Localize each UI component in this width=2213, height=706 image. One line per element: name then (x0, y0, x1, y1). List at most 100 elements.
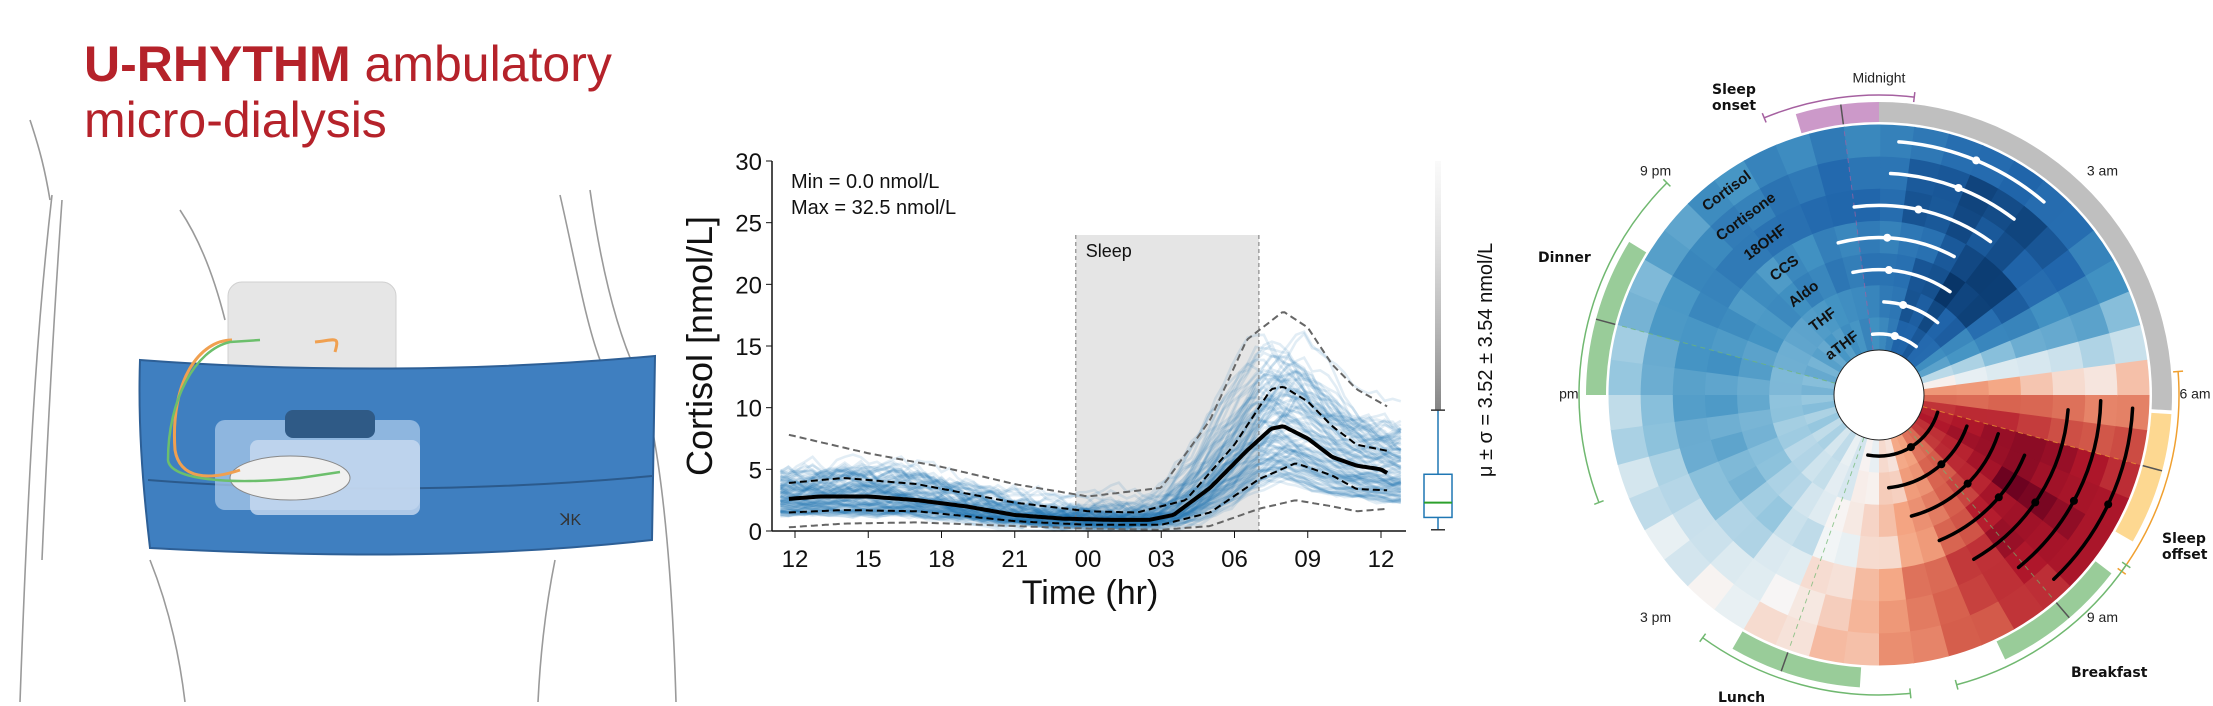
heatmap-cell (2046, 341, 2084, 374)
heatmap-cell (1787, 164, 1827, 205)
individual-trace (779, 451, 1402, 526)
heatmap-cell (2108, 324, 2148, 366)
heatmap-cell (1728, 288, 1768, 325)
individual-trace (780, 477, 1401, 528)
trough-arc (1851, 267, 1952, 294)
heatmap-cell (1769, 394, 1803, 410)
individual-trace (779, 414, 1402, 529)
heatmap-cell (1811, 417, 1844, 443)
heatmap-cell (1737, 394, 1771, 414)
heatmap-cell (1979, 340, 2017, 368)
heatmap-cell (1704, 394, 1739, 418)
figure-title: U-RHYTHM ambulatory micro-dialysis (84, 36, 612, 148)
trough-mean-dot (1972, 156, 1981, 165)
heatmap-cell (1848, 436, 1868, 470)
heatmap-cell (1791, 517, 1825, 556)
heatmap-cell (1892, 500, 1916, 536)
heatmap-cell (1733, 230, 1775, 273)
individual-trace (780, 447, 1402, 530)
individual-trace (779, 394, 1402, 528)
individual-trace (779, 377, 1402, 532)
sleep-arc (1879, 102, 2172, 411)
ring-cortisone (1640, 156, 2118, 634)
heatmap-cell (1792, 271, 1825, 309)
heatmap-cell (1817, 158, 1854, 197)
event-label-sleep-offset: Sleep offset (2162, 531, 2212, 563)
individual-trace (780, 435, 1402, 520)
heatmap-cell (2067, 230, 2114, 278)
heatmap-cell (1756, 308, 1793, 341)
heatmap-cell (1824, 293, 1850, 329)
heatmap-cell (1804, 364, 1838, 384)
x-tick-label: 09 (1294, 546, 1321, 573)
heatmap-cell (1674, 340, 1712, 373)
heatmap-cell (1807, 624, 1848, 664)
heatmap-cell (1640, 362, 1676, 395)
heatmap-cell (1704, 371, 1739, 395)
heatmap-cell (1738, 357, 1774, 381)
heatmap-cell (1644, 512, 1691, 560)
individual-trace (780, 390, 1402, 525)
clock-label: 3 am (2087, 162, 2118, 178)
clock-label: 9 pm (1640, 162, 1671, 178)
peak-mean-dot (1906, 443, 1915, 452)
individual-trace (780, 472, 1401, 529)
event-range-cap (2173, 370, 2184, 373)
heatmap-cell (1688, 460, 1729, 499)
heatmap-cell (1699, 480, 1742, 521)
heatmap-cell (1741, 340, 1779, 367)
heatmap-cell (2019, 395, 2054, 419)
series-q05-line (788, 499, 1388, 531)
event-range-whisker (2121, 371, 2180, 572)
heatmap-cell (1914, 525, 1946, 564)
heatmap-cell (1953, 405, 1988, 424)
heatmap-cell (1608, 358, 1644, 395)
heatmap-cell (1811, 455, 1841, 491)
event-label-sleep-onset: Sleep onset (1712, 82, 1772, 114)
event-bar (1732, 631, 1862, 688)
heatmap-cell (1710, 430, 1749, 462)
clock-label: 6 am (2179, 386, 2210, 402)
trough-mean-dot (1954, 183, 1963, 192)
x-tick-label: 00 (1075, 546, 1102, 573)
heatmap-cell (1801, 400, 1836, 416)
heatmap-cell (1922, 374, 1957, 390)
heatmap-cell (1679, 439, 1719, 474)
heatmap-cell (2077, 333, 2116, 370)
heatmap-cell (2114, 359, 2150, 397)
individual-trace (779, 410, 1402, 531)
heatmap-cell (1718, 307, 1757, 341)
individual-trace (780, 369, 1402, 519)
heatmap-cell (1727, 465, 1767, 501)
heatmap-cell (1737, 375, 1771, 395)
series-q75-line (788, 385, 1388, 514)
heatmap-cell (1817, 422, 1848, 450)
individual-trace (780, 330, 1402, 515)
heatmap-cell (1831, 430, 1857, 463)
event-mean-tick (1840, 104, 1845, 125)
individual-trace (780, 372, 1402, 532)
heatmap-cell (1773, 243, 1809, 283)
event-range-whisker (1763, 94, 1915, 119)
heatmap-cell (1801, 307, 1833, 341)
heatmap-cell (1714, 160, 1762, 207)
heatmap-cell (1878, 503, 1898, 537)
y-tick-label: 5 (749, 457, 762, 484)
individual-trace (779, 355, 1401, 532)
heatmap-cell (1923, 395, 1957, 406)
heatmap-cell (1755, 256, 1794, 295)
heatmap-cell (1914, 347, 1947, 373)
heatmap-cell (2009, 328, 2048, 360)
heatmap-cell (1775, 204, 1814, 245)
heatmap-cell (1700, 268, 1742, 309)
boxplot-box (1423, 473, 1453, 519)
heatmap-cell (1816, 593, 1853, 632)
x-tick-label: 15 (855, 546, 882, 573)
peak-mean-dot (2031, 498, 2040, 507)
heatmap-cell (1922, 400, 1956, 416)
series-q25-line (788, 462, 1388, 526)
individual-trace (780, 433, 1401, 526)
event-label-dinner: Dinner (1538, 250, 1591, 266)
trough-mean-dot (1883, 233, 1892, 242)
heatmap-cell (1984, 231, 2026, 273)
